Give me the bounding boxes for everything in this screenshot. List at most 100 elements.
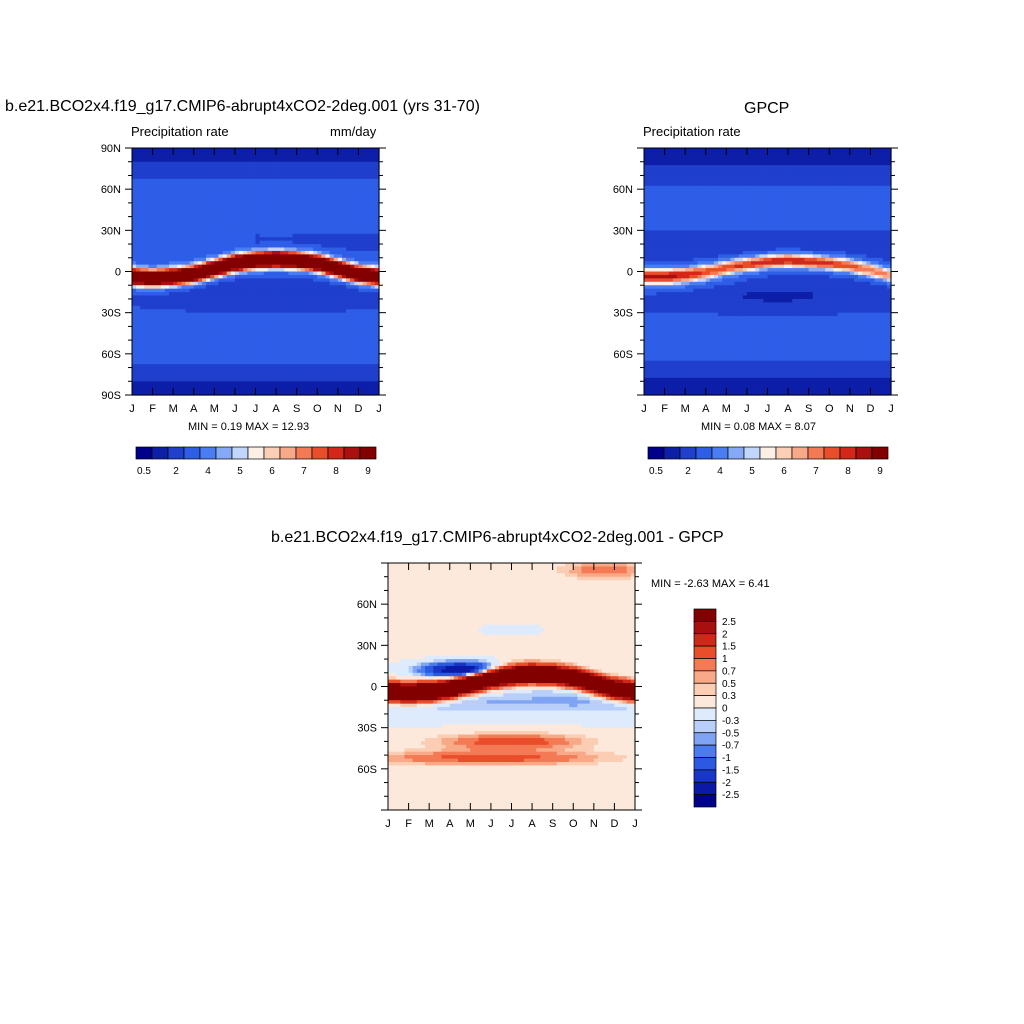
left-cell <box>288 226 294 231</box>
left-cell <box>321 165 327 170</box>
left-cell <box>280 288 285 293</box>
left-cell <box>177 161 182 166</box>
left-cell <box>304 374 310 379</box>
left-cell <box>144 209 150 214</box>
left-cell <box>292 168 298 173</box>
left-cell <box>214 319 220 324</box>
left-cell <box>218 281 224 286</box>
left-cell <box>189 220 195 225</box>
left-cell <box>341 185 347 190</box>
left-cell <box>164 202 170 207</box>
left-cell <box>197 322 203 327</box>
left-cell <box>309 165 314 170</box>
right-cell <box>664 261 670 266</box>
left-cell <box>317 247 322 252</box>
left-cell <box>374 154 380 159</box>
left-cell <box>271 381 277 386</box>
left-cell <box>164 257 170 262</box>
left-cell <box>300 295 306 300</box>
left-cell <box>362 216 368 221</box>
left-cell <box>317 388 322 393</box>
left-cell <box>160 254 166 259</box>
left-cell <box>144 178 150 183</box>
left-cell <box>177 326 182 331</box>
left-cell <box>276 360 281 365</box>
left-cell <box>370 343 376 348</box>
left-cell <box>132 268 137 273</box>
left-cell <box>210 384 215 389</box>
right-cell <box>656 292 662 297</box>
left-cell <box>263 257 269 262</box>
right-cell <box>672 261 678 266</box>
right-cell <box>664 357 670 362</box>
left-cell <box>189 302 195 307</box>
left-cell <box>271 377 277 382</box>
left-cell <box>193 216 199 221</box>
left-cell <box>358 326 364 331</box>
left-cell <box>292 377 298 382</box>
left-cell <box>313 274 318 279</box>
left-cell <box>193 148 199 153</box>
left-cell <box>160 158 166 163</box>
left-cell <box>300 292 306 297</box>
right-cell <box>648 158 653 163</box>
left-cell <box>239 165 244 170</box>
left-cell <box>206 247 211 252</box>
left-cell <box>309 391 314 396</box>
left-cell <box>181 353 187 358</box>
left-cell <box>292 237 298 242</box>
left-cell <box>280 216 285 221</box>
right-cell <box>660 329 666 334</box>
left-cell <box>346 192 351 197</box>
left-cell <box>177 288 182 293</box>
left-cell <box>251 220 257 225</box>
left-cell <box>296 391 302 396</box>
left-cell <box>346 168 351 173</box>
left-cell <box>350 295 355 300</box>
left-cell <box>350 288 355 293</box>
left-cell <box>321 329 327 334</box>
left-cell <box>350 220 355 225</box>
left-cell <box>226 223 232 228</box>
left-cell <box>317 370 322 376</box>
right-cell <box>648 206 653 211</box>
left-cell <box>148 237 154 242</box>
left-cell <box>197 202 203 207</box>
right-cell <box>668 319 674 324</box>
left-cell <box>185 216 191 221</box>
left-cell <box>374 199 380 204</box>
left-cell <box>304 377 310 382</box>
left-cell <box>304 189 310 194</box>
left-cell <box>374 285 380 290</box>
left-cell <box>259 274 265 279</box>
left-cell <box>148 360 154 365</box>
left-cell <box>197 230 203 235</box>
left-cell <box>267 261 273 266</box>
left-cell <box>197 261 203 266</box>
left-cell <box>197 220 203 225</box>
left-cell <box>325 247 331 252</box>
left-cell <box>173 377 178 382</box>
left-cell <box>210 213 215 218</box>
left-cell <box>152 213 158 218</box>
left-cell <box>239 298 244 303</box>
left-cell <box>177 316 182 321</box>
right-cell <box>664 391 670 396</box>
left-cell <box>218 268 224 273</box>
left-cell <box>354 312 360 317</box>
left-cell <box>193 165 199 170</box>
left-cell <box>169 161 174 166</box>
left-month-label: S <box>293 403 300 415</box>
left-cell <box>263 189 269 194</box>
left-cell <box>214 353 220 358</box>
left-cell <box>325 319 331 324</box>
left-cell <box>201 357 207 362</box>
left-cell <box>156 288 162 293</box>
left-cell <box>317 374 322 379</box>
left-cell <box>152 257 158 262</box>
right-cell <box>664 230 670 235</box>
left-cell <box>300 374 306 379</box>
left-cell <box>222 199 228 204</box>
left-cell <box>234 168 240 173</box>
left-cell <box>313 295 318 300</box>
